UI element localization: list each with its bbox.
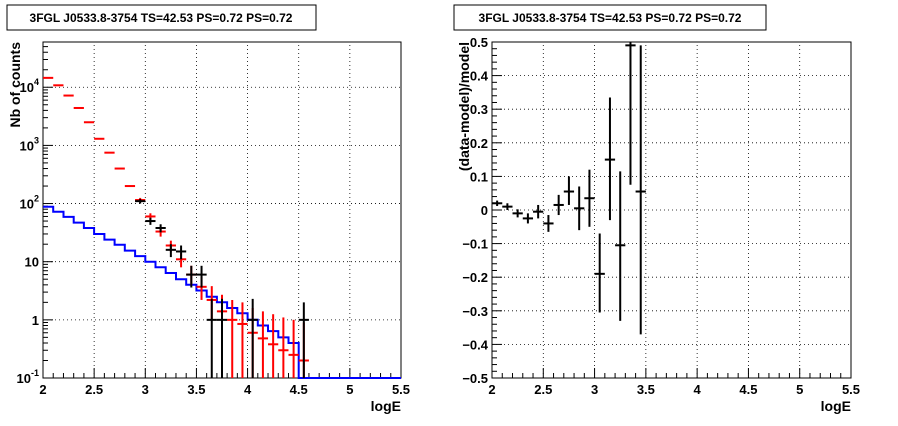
counts-y-tick-label: 1 [32,313,39,328]
residual-data-point [512,209,523,218]
counts-data-point [145,217,156,225]
residual-panel: 3FGL J0533.8-3754 TS=42.53 PS=0.72 PS=0.… [453,4,860,414]
residual-y-tick-label: 0.2 [470,136,488,151]
counts-data-point [298,302,309,378]
counts-data-point [155,224,166,233]
counts-x-axis-title: logE [371,398,401,414]
residual-y-tick-label: −0.2 [462,270,488,285]
counts-x-tick-label: 2 [39,382,46,397]
counts-data-point [175,245,187,260]
counts-grid [43,42,401,378]
counts-x-tick-label: 2.5 [85,382,103,397]
counts-data [43,76,401,379]
counts-model-point [257,311,269,378]
counts-title: 3FGL J0533.8-3754 TS=42.53 PS=0.72 PS=0.… [30,11,293,25]
counts-model-point [227,299,238,378]
counts-data-point [206,298,217,378]
residual-x-tick-label: 4.5 [739,382,757,397]
residual-data [492,42,646,335]
residual-data-point [615,171,626,321]
residual-plot-frame [491,41,852,379]
residual-data-point [502,203,513,210]
residual-data-point [574,186,585,231]
counts-model-point [268,314,279,378]
residual-title-box [453,4,767,31]
residual-data-point [594,233,605,313]
residual-x-tick-label: 5.5 [842,382,860,397]
counts-y-tick-label: 103 [20,135,39,153]
residual-data-point [533,204,544,219]
residual-x-tick-label: 3.5 [637,382,655,397]
residual-x-tick-label: 2.5 [534,382,552,397]
counts-data-point [247,298,258,378]
counts-title-box [6,4,317,31]
counts-y-tick-label: 104 [20,77,39,95]
counts-y-tick-label: 102 [20,194,39,212]
counts-data-point [196,265,207,288]
residual-y-tick-label: 0.5 [470,35,488,50]
residual-data-point [625,42,636,185]
residual-data-point [584,169,595,227]
residual-data-point [553,194,564,216]
residual-y-tick-label: 0 [481,203,488,218]
residual-x-tick-label: 4 [694,382,702,397]
counts-model-point [288,319,299,378]
residual-axis-ticks: 2 2.5 3 3.5 4 4.5 5 5.5 0.5 0.4 0.3 0.2 0.1 0 −0.1 −0.2… [462,35,860,397]
residual-x-tick-label: 5 [796,382,803,397]
counts-y-tick-label: 10 [25,255,39,270]
counts-data-point [216,298,228,378]
counts-x-tick-label: 5 [346,382,353,397]
residual-y-tick-label: 0.3 [470,102,488,117]
residual-data-point [543,215,554,232]
residual-y-tick-label: −0.1 [462,237,488,252]
counts-y-axis-title: Nb of counts [7,42,23,128]
residual-data-point [492,200,503,206]
counts-data-point [135,198,146,204]
counts-x-tick-label: 3 [142,382,149,397]
counts-x-tick-label: 5.5 [392,382,410,397]
residual-y-tick-label: −0.5 [462,371,488,386]
residual-x-tick-label: 2 [488,382,495,397]
residual-data-point [563,176,575,205]
counts-panel: 3FGL J0533.8-3754 TS=42.53 PS=0.72 PS=0.… [6,4,410,414]
counts-x-tick-label: 4 [244,382,252,397]
counts-model-point [237,302,248,378]
counts-data-point [186,265,197,288]
counts-x-tick-label: 4.5 [290,382,308,397]
residual-y-tick-label: 0.1 [470,169,488,184]
residual-x-axis-title: logE [821,398,851,414]
counts-axis-ticks: 2 2.5 3 3.5 4 4.5 5 5.5 10-1 1 10 102 103 104 [17,46,410,397]
residual-x-tick-label: 3 [591,382,598,397]
residual-y-axis-title: (data-model)/model [456,42,472,171]
residual-grid [492,42,851,378]
counts-model-point [278,317,289,378]
residual-y-tick-label: −0.4 [462,337,488,352]
counts-y-tick-label: 10-1 [17,368,39,386]
residual-y-tick-label: −0.3 [462,304,488,319]
residual-data-point [522,213,534,224]
counts-x-tick-label: 3.5 [187,382,205,397]
counts-model-histogram [43,205,401,379]
residual-title: 3FGL J0533.8-3754 TS=42.53 PS=0.72 PS=0.… [479,11,742,25]
residual-data-point [635,45,646,335]
counts-data-point [165,244,176,258]
residual-y-tick-label: 0.4 [470,69,489,84]
residual-data-point [604,97,616,221]
